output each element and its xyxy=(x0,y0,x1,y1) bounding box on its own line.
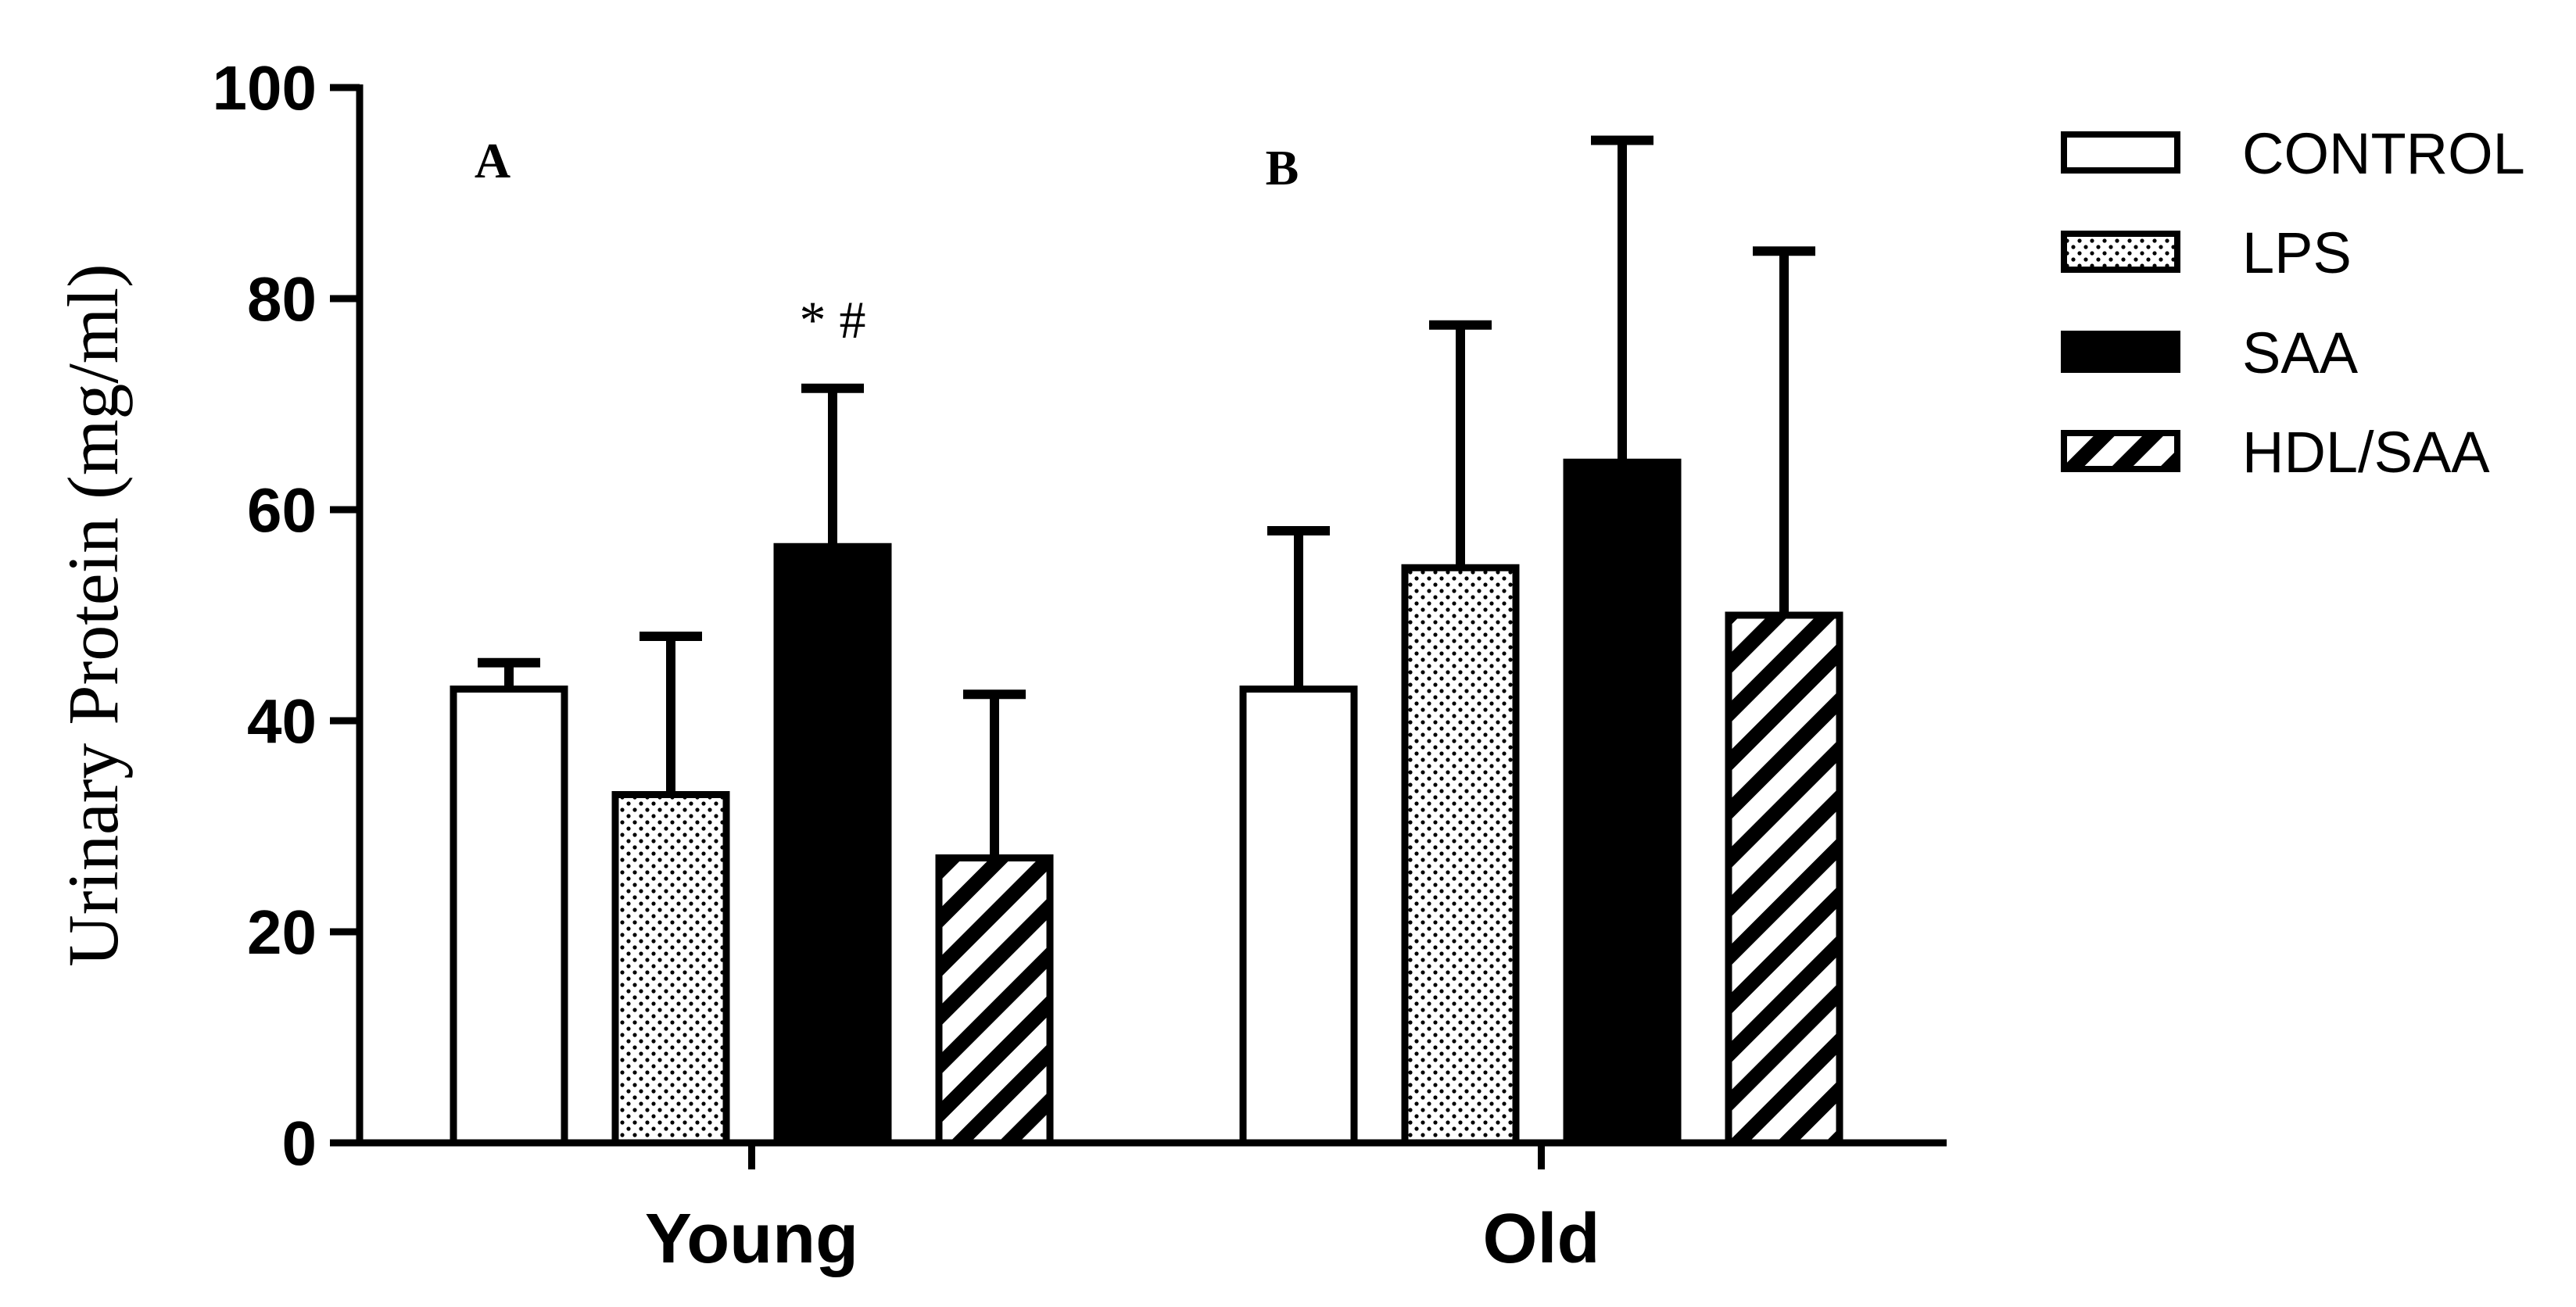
text-layer: 0 20 40 60 80 100 Urinary Protein (mg/ml) Young… xyxy=(53,53,1600,1278)
bar xyxy=(450,686,568,1147)
panel-label: B xyxy=(1266,140,1299,195)
y-tick-label: 100 xyxy=(213,53,317,123)
y-tick-label: 80 xyxy=(247,264,317,334)
bar xyxy=(1725,611,1843,1147)
bars-layer xyxy=(450,135,1843,1147)
legend-swatch xyxy=(2061,131,2180,174)
bar xyxy=(611,791,730,1147)
legend-label: CONTROL xyxy=(2242,121,2525,186)
y-tick-label: 0 xyxy=(282,1108,317,1178)
y-tick-label: 60 xyxy=(247,475,317,545)
bar xyxy=(935,854,1054,1147)
x-tick-label: Young xyxy=(645,1200,858,1278)
y-tick-label: 20 xyxy=(247,897,317,967)
y-tick-label: 40 xyxy=(247,686,317,756)
significance-label: * # xyxy=(800,290,866,349)
bar xyxy=(1563,458,1682,1147)
bar xyxy=(1401,564,1520,1147)
legend-label: HDL/SAA xyxy=(2242,420,2490,485)
axes-layer xyxy=(330,84,1947,1169)
bar xyxy=(1239,686,1358,1147)
legend-swatch xyxy=(2061,231,2180,273)
legend-swatch xyxy=(2061,331,2180,373)
legend-label: SAA xyxy=(2242,320,2359,385)
legend-swatch xyxy=(2061,430,2180,472)
legend: CONTROL LPS SAA HDL/SAA xyxy=(2061,121,2525,485)
x-tick-label: Old xyxy=(1483,1200,1600,1278)
legend-label: LPS xyxy=(2242,220,2352,285)
y-axis-title: Urinary Protein (mg/ml) xyxy=(53,263,133,966)
panel-label: A xyxy=(475,133,511,188)
bar xyxy=(773,542,892,1147)
